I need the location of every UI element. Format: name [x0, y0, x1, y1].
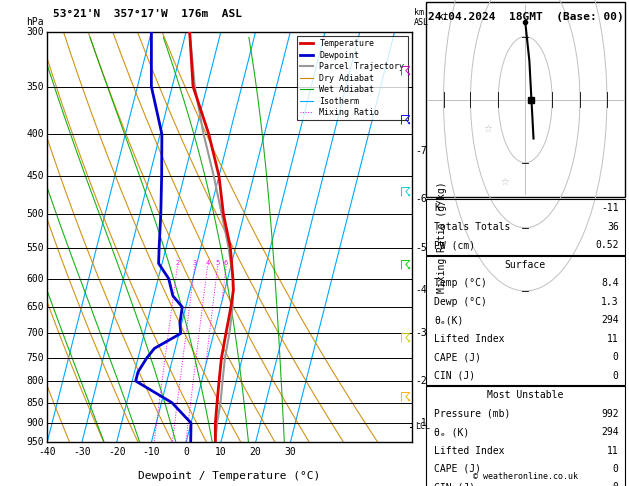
- Text: 3: 3: [192, 260, 197, 266]
- Bar: [426, 386, 625, 486]
- Text: 900: 900: [26, 418, 44, 428]
- Text: -1: -1: [415, 418, 427, 428]
- Bar: [426, 256, 625, 385]
- Text: 24.04.2024  18GMT  (Base: 00): 24.04.2024 18GMT (Base: 00): [428, 12, 623, 22]
- Text: © weatheronline.co.uk: © weatheronline.co.uk: [473, 472, 577, 481]
- Text: 300: 300: [26, 27, 44, 36]
- Text: -10: -10: [143, 447, 160, 457]
- Text: -3: -3: [415, 329, 427, 338]
- Text: 0: 0: [613, 352, 619, 362]
- Text: ☆: ☆: [484, 124, 493, 134]
- Text: 0: 0: [183, 447, 189, 457]
- Text: K: K: [434, 204, 440, 213]
- Text: ☈: ☈: [400, 188, 411, 201]
- Text: ☈: ☈: [400, 115, 411, 128]
- Text: -2: -2: [415, 376, 427, 386]
- Text: CIN (J): CIN (J): [434, 371, 475, 381]
- Text: 700: 700: [26, 329, 44, 338]
- Text: Surface: Surface: [504, 260, 546, 270]
- Text: ☈: ☈: [400, 67, 411, 79]
- Text: 450: 450: [26, 171, 44, 181]
- Text: 36: 36: [607, 222, 619, 232]
- Text: Lifted Index: Lifted Index: [434, 446, 504, 455]
- Text: 0: 0: [613, 464, 619, 474]
- Text: 650: 650: [26, 302, 44, 312]
- Text: -7: -7: [415, 146, 427, 156]
- Text: Mixing Ratio (g/kg): Mixing Ratio (g/kg): [437, 181, 447, 293]
- Text: 800: 800: [26, 376, 44, 386]
- Legend: Temperature, Dewpoint, Parcel Trajectory, Dry Adiabat, Wet Adiabat, Isotherm, Mi: Temperature, Dewpoint, Parcel Trajectory…: [297, 36, 408, 121]
- Text: kt: kt: [438, 12, 450, 22]
- Text: 2: 2: [175, 260, 179, 266]
- Text: 6: 6: [224, 260, 228, 266]
- Text: -30: -30: [73, 447, 91, 457]
- Text: θₑ(K): θₑ(K): [434, 315, 464, 325]
- Text: Lifted Index: Lifted Index: [434, 334, 504, 344]
- Text: Pressure (mb): Pressure (mb): [434, 409, 510, 418]
- Text: 992: 992: [601, 409, 619, 418]
- Text: 4: 4: [205, 260, 209, 266]
- Text: -5: -5: [415, 243, 427, 253]
- Text: 0: 0: [613, 483, 619, 486]
- Text: CAPE (J): CAPE (J): [434, 464, 481, 474]
- Text: 30: 30: [284, 447, 296, 457]
- Text: -6: -6: [415, 194, 427, 204]
- Text: 1.3: 1.3: [601, 297, 619, 307]
- Text: ☈: ☈: [400, 392, 411, 405]
- Text: ☈: ☈: [400, 334, 411, 347]
- Text: -4: -4: [415, 285, 427, 295]
- Text: Totals Totals: Totals Totals: [434, 222, 510, 232]
- Text: CIN (J): CIN (J): [434, 483, 475, 486]
- Text: 0: 0: [613, 371, 619, 381]
- Text: -11: -11: [601, 204, 619, 213]
- Text: Dewpoint / Temperature (°C): Dewpoint / Temperature (°C): [138, 471, 321, 481]
- Bar: [426, 199, 625, 255]
- Text: -40: -40: [38, 447, 56, 457]
- Bar: [426, 2, 625, 197]
- Text: 950: 950: [26, 437, 44, 447]
- Text: 5: 5: [216, 260, 220, 266]
- Text: PW (cm): PW (cm): [434, 241, 475, 250]
- Text: hPa: hPa: [26, 17, 44, 27]
- Text: 500: 500: [26, 208, 44, 219]
- Text: 10: 10: [215, 447, 227, 457]
- Text: ☈: ☈: [400, 261, 411, 274]
- Text: 294: 294: [601, 427, 619, 437]
- Text: 850: 850: [26, 398, 44, 408]
- Text: 294: 294: [601, 315, 619, 325]
- Text: 53°21'N  357°17'W  176m  ASL: 53°21'N 357°17'W 176m ASL: [53, 9, 242, 19]
- Text: 11: 11: [607, 446, 619, 455]
- Text: Temp (°C): Temp (°C): [434, 278, 487, 288]
- Text: 20: 20: [250, 447, 262, 457]
- Text: 750: 750: [26, 353, 44, 363]
- Text: LCL: LCL: [415, 422, 430, 432]
- Text: ☆: ☆: [500, 177, 509, 187]
- Text: Most Unstable: Most Unstable: [487, 390, 564, 400]
- Text: 600: 600: [26, 274, 44, 283]
- Text: 0.52: 0.52: [595, 241, 619, 250]
- Text: km
ASL: km ASL: [414, 8, 429, 27]
- Text: 8.4: 8.4: [601, 278, 619, 288]
- Text: θₑ (K): θₑ (K): [434, 427, 469, 437]
- Text: -20: -20: [108, 447, 125, 457]
- Text: 550: 550: [26, 243, 44, 253]
- Text: 11: 11: [607, 334, 619, 344]
- Text: CAPE (J): CAPE (J): [434, 352, 481, 362]
- Text: Dewp (°C): Dewp (°C): [434, 297, 487, 307]
- Text: 350: 350: [26, 82, 44, 91]
- Text: 400: 400: [26, 129, 44, 139]
